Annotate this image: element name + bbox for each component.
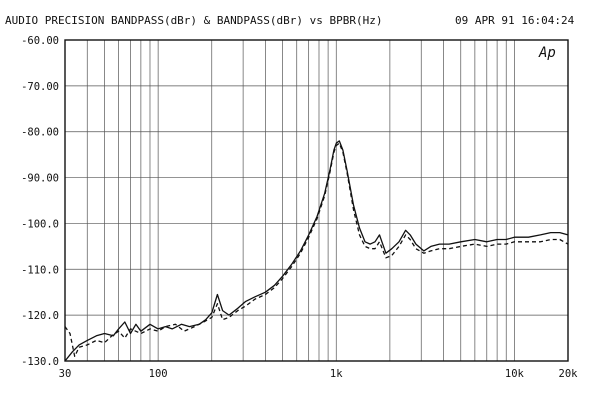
plot-border [64, 39, 569, 362]
timestamp: 09 APR 91 16:04:24 [455, 14, 575, 27]
y-tick-label: -120.0 [21, 310, 59, 322]
x-tick-label: 20k [559, 368, 579, 380]
y-tick-label: -110.0 [21, 264, 59, 276]
x-tick-label: 30 [59, 368, 72, 380]
series-group [64, 140, 569, 362]
series-line-1 [64, 140, 569, 362]
x-tick-label: 1k [330, 368, 343, 380]
plot-frame [64, 39, 569, 362]
ap-logo: Ap [538, 45, 556, 61]
x-axis-ticks: 30 100 1k 10k 20k [59, 368, 578, 380]
x-tick-label: 100 [149, 368, 168, 380]
y-axis-ticks: -60.00 -70.00 -80.00 -90.00 -100.0 -110.0 -120… [21, 35, 59, 368]
y-tick-label: -70.00 [21, 81, 59, 93]
y-tick-label: -130.0 [21, 356, 59, 368]
y-tick-label: -80.00 [21, 127, 59, 139]
chart-title: AUDIO PRECISION BANDPASS(dBr) & BANDPASS… [5, 14, 383, 27]
y-tick-label: -90.00 [21, 173, 59, 185]
grid [65, 39, 568, 362]
x-tick-label: 10k [505, 368, 525, 380]
series-line-2 [64, 142, 569, 358]
y-tick-label: -60.00 [21, 35, 59, 47]
y-tick-label: -100.0 [21, 218, 59, 230]
